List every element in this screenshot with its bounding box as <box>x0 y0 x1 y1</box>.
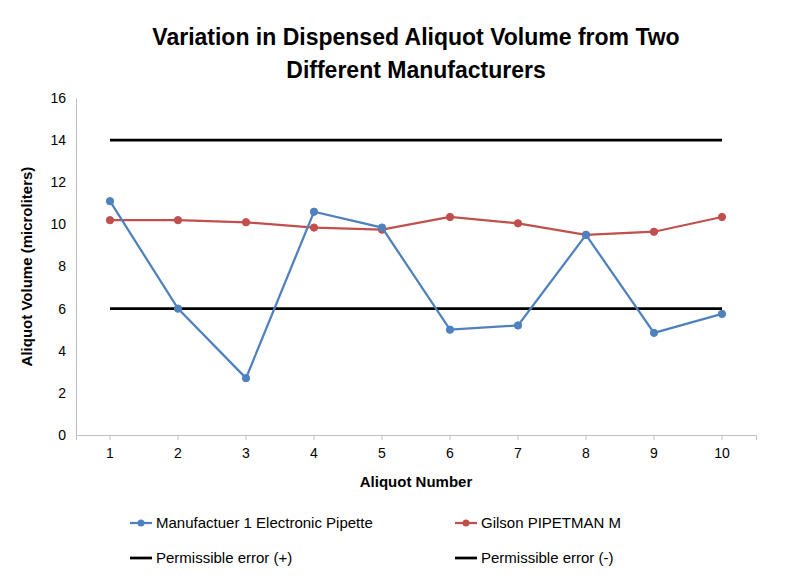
legend-label: Permissible error (+) <box>156 549 292 566</box>
series-marker <box>582 231 589 238</box>
chart-title-line: Different Manufacturers <box>286 57 545 83</box>
legend-marker <box>138 520 145 527</box>
legend-marker <box>463 520 470 527</box>
y-tick: 2 <box>58 385 76 401</box>
x-tick-label: 4 <box>310 445 318 461</box>
x-tick-mark <box>246 435 247 440</box>
series <box>106 213 725 238</box>
x-tick-mark <box>518 435 519 440</box>
series-line <box>110 139 722 142</box>
series-marker <box>378 224 385 231</box>
series <box>106 198 725 382</box>
series-marker <box>242 374 249 381</box>
y-tick-label: 0 <box>58 427 66 443</box>
y-tick: 16 <box>50 90 76 106</box>
x-axis-title: Aliquot Number <box>360 473 473 490</box>
series-marker <box>446 213 453 220</box>
legend-swatch <box>455 557 477 560</box>
legend: Manufactuer 1 Electronic Pipette Gilson P… <box>130 514 621 566</box>
series-marker <box>310 208 317 215</box>
x-tick-label: 5 <box>378 445 386 461</box>
x-axis: 1 2 3 4 5 6 7 8 9 10 <box>77 435 757 461</box>
x-tick-mark <box>110 435 111 440</box>
x-tick-label: 6 <box>446 445 454 461</box>
series-line <box>110 217 722 235</box>
series-marker <box>242 219 249 226</box>
y-tick-label: 8 <box>58 258 66 274</box>
x-tick: 3 <box>242 435 250 461</box>
x-tick-mark <box>586 435 587 440</box>
x-tick: 10 <box>714 435 730 461</box>
chart-title: Variation in Dispensed Aliquot Volume fr… <box>152 24 679 83</box>
series-marker <box>310 224 317 231</box>
series-marker <box>582 231 589 238</box>
y-tick: 0 <box>58 427 76 443</box>
y-tick: 10 <box>50 216 76 232</box>
y-tick-label: 10 <box>50 216 66 232</box>
x-tick: 5 <box>378 435 386 461</box>
x-tick: 6 <box>446 435 454 461</box>
x-tick-label: 10 <box>714 445 730 461</box>
series-marker <box>650 329 657 336</box>
legend-label: Manufactuer 1 Electronic Pipette <box>156 514 373 531</box>
series-marker <box>106 217 113 224</box>
x-tick-mark <box>178 435 179 440</box>
x-tick: 9 <box>650 435 658 461</box>
y-tick-label: 16 <box>50 90 66 106</box>
x-tick-mark <box>314 435 315 440</box>
y-axis-title: Aliquot Volume (microliters) <box>18 167 35 367</box>
x-tick-label: 7 <box>514 445 522 461</box>
series-marker <box>514 322 521 329</box>
x-tick-label: 1 <box>106 445 114 461</box>
chart-title-line: Variation in Dispensed Aliquot Volume fr… <box>152 24 679 50</box>
x-tick: 4 <box>310 435 318 461</box>
legend-swatch <box>130 557 152 560</box>
chart: Variation in Dispensed Aliquot Volume fr… <box>0 0 800 580</box>
legend-item: Permissible error (+) <box>130 549 292 566</box>
y-tick-label: 4 <box>58 343 66 359</box>
x-tick: 8 <box>582 435 590 461</box>
x-tick-label: 8 <box>582 445 590 461</box>
legend-item: Gilson PIPETMAN M <box>455 514 621 531</box>
x-tick: 7 <box>514 435 522 461</box>
x-tick-mark <box>654 435 655 440</box>
series-marker <box>514 220 521 227</box>
plot-area <box>106 140 725 382</box>
x-tick-label: 2 <box>174 445 182 461</box>
y-tick-label: 14 <box>50 132 66 148</box>
y-tick-label: 6 <box>58 301 66 317</box>
x-axis-line <box>77 436 757 441</box>
y-tick-label: 12 <box>50 174 66 190</box>
y-tick: 12 <box>50 174 76 190</box>
legend-label: Permissible error (-) <box>481 549 614 566</box>
legend-label: Gilson PIPETMAN M <box>481 514 621 531</box>
series-line <box>110 201 722 378</box>
y-tick: 4 <box>58 343 76 359</box>
x-tick-mark <box>382 435 383 440</box>
series-line <box>110 307 722 310</box>
x-tick-label: 3 <box>242 445 250 461</box>
series-marker <box>106 198 113 205</box>
series-marker <box>718 310 725 317</box>
series-marker <box>446 326 453 333</box>
series-marker <box>174 305 181 312</box>
series-marker <box>174 217 181 224</box>
x-tick: 2 <box>174 435 182 461</box>
legend-item: Manufactuer 1 Electronic Pipette <box>130 514 373 531</box>
series <box>110 308 722 309</box>
series-marker <box>718 213 725 220</box>
series-marker <box>650 228 657 235</box>
y-tick: 8 <box>58 258 76 274</box>
x-tick-mark <box>722 435 723 440</box>
legend-item: Permissible error (-) <box>455 549 614 566</box>
y-tick-label: 2 <box>58 385 66 401</box>
x-tick-mark <box>450 435 451 440</box>
y-axis: 0 2 4 6 8 10 12 14 16 <box>50 90 76 443</box>
x-tick-label: 9 <box>650 445 658 461</box>
x-tick: 1 <box>106 435 114 461</box>
y-axis-line <box>76 99 77 436</box>
series <box>110 140 722 141</box>
y-tick: 6 <box>58 301 76 317</box>
y-tick: 14 <box>50 132 76 148</box>
